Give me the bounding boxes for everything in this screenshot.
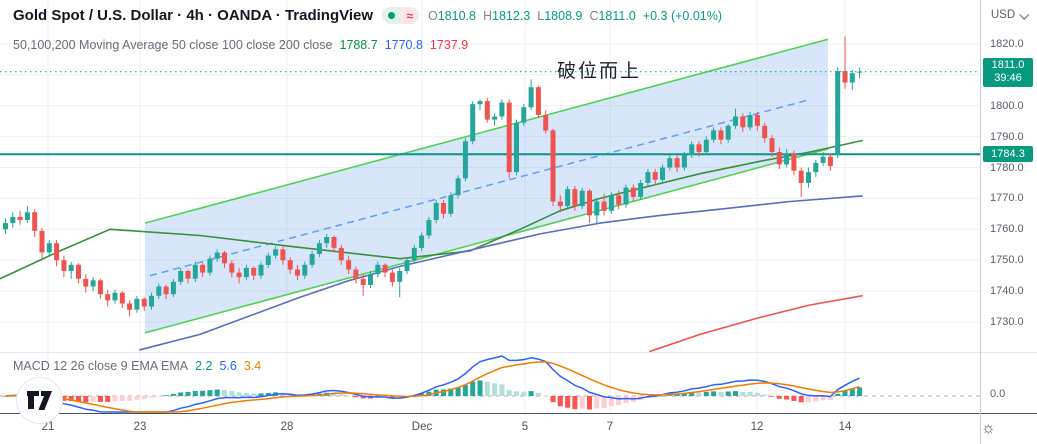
price-tick-label: 1760.0 bbox=[990, 223, 1024, 236]
open-value: O1810.8 bbox=[428, 8, 476, 23]
symbol-legend: Gold Spot / U.S. Dollar · 4h · OANDA · T… bbox=[13, 7, 722, 24]
level-price-badge: 1784.3 bbox=[983, 146, 1033, 163]
delayed-data-icon: ≈ bbox=[400, 7, 420, 24]
ohlc-readout: O1810.8 H1812.3 L1808.9 C1811.0 +0.3 (+0… bbox=[428, 9, 722, 23]
time-axis[interactable]: ☼ 21 23 28 Dec 5 7 12 14 bbox=[0, 414, 1037, 444]
tradingview-logo[interactable] bbox=[16, 377, 63, 424]
macd-chart-canvas[interactable] bbox=[0, 352, 980, 413]
bar-countdown: 39:46 bbox=[994, 71, 1022, 84]
macd-label: MACD 12 26 close 9 EMA EMA bbox=[13, 359, 189, 373]
close-value: C1811.0 bbox=[589, 8, 636, 23]
market-status-pill[interactable]: ≈ bbox=[382, 7, 420, 24]
time-tick-label: 14 bbox=[838, 421, 852, 433]
chevron-down-icon bbox=[1019, 9, 1030, 20]
symbol-title[interactable]: Gold Spot / U.S. Dollar · 4h · OANDA · T… bbox=[13, 7, 374, 24]
time-tick-label: 28 bbox=[280, 421, 294, 433]
macd-indicator-legend[interactable]: MACD 12 26 close 9 EMA EMA 2.2 5.6 3.4 bbox=[13, 359, 261, 373]
price-axis-border bbox=[980, 0, 981, 444]
pane-divider bbox=[0, 352, 1037, 353]
macd-zero-label: 0.0 bbox=[990, 387, 1006, 400]
price-tick-label: 1780.0 bbox=[990, 161, 1024, 174]
last-price-value: 1811.0 bbox=[991, 58, 1025, 71]
realtime-dot-icon bbox=[382, 7, 401, 24]
currency-label[interactable]: USD bbox=[981, 9, 1037, 21]
tradingview-logo-icon bbox=[27, 391, 52, 410]
chart-annotation-text[interactable]: 破位而上 bbox=[557, 61, 642, 82]
time-tick-label: 7 bbox=[606, 421, 614, 433]
price-tick-label: 1730.0 bbox=[990, 316, 1024, 329]
ma100-value: 1770.8 bbox=[384, 38, 423, 52]
price-tick-label: 1790.0 bbox=[990, 130, 1024, 143]
high-value: H1812.3 bbox=[483, 8, 531, 23]
macd-signal-value: 3.4 bbox=[243, 359, 262, 373]
ma50-value: 1788.7 bbox=[339, 38, 378, 52]
price-tick-label: 1740.0 bbox=[990, 285, 1024, 298]
macd-hist-value: 2.2 bbox=[195, 359, 213, 373]
time-tick-label: 12 bbox=[750, 421, 764, 433]
time-tick-label: 5 bbox=[521, 421, 529, 433]
price-chart-canvas[interactable] bbox=[0, 0, 980, 352]
change-value: +0.3 (+0.01%) bbox=[642, 8, 723, 23]
price-tick-label: 1820.0 bbox=[990, 37, 1024, 50]
time-axis-divider bbox=[0, 413, 1037, 414]
time-tick-label: 23 bbox=[133, 421, 147, 433]
price-tick-label: 1800.0 bbox=[990, 99, 1024, 112]
low-value: L1808.9 bbox=[537, 8, 583, 23]
price-tick-label: 1770.0 bbox=[990, 192, 1024, 205]
ma200-value: 1737.9 bbox=[429, 38, 469, 52]
price-axis[interactable]: USD 1811.0 39:46 1784.3 0.0 1820.0 1800.0… bbox=[981, 0, 1037, 413]
price-tick-label: 1750.0 bbox=[990, 254, 1024, 267]
ma-indicator-label: 50,100,200 Moving Average 50 close 100 c… bbox=[13, 38, 333, 52]
last-price-badge: 1811.0 39:46 bbox=[983, 57, 1033, 87]
macd-line-value: 5.6 bbox=[219, 359, 237, 373]
time-tick-label: Dec bbox=[411, 421, 433, 433]
theme-sun-icon[interactable]: ☼ bbox=[981, 420, 996, 437]
time-tick-label: 21 bbox=[41, 421, 55, 433]
ma-indicator-legend[interactable]: 50,100,200 Moving Average 50 close 100 c… bbox=[13, 38, 468, 52]
